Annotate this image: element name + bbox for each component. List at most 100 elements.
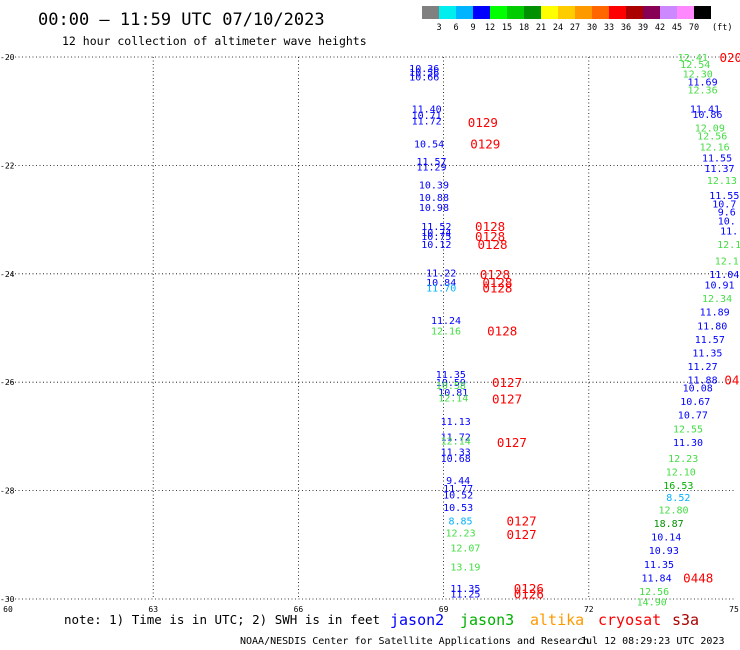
wave-height-label: 11.04: [709, 270, 739, 281]
cycle-label: 0128: [487, 324, 517, 339]
wave-height-label: 10.74: [421, 228, 451, 239]
wave-height-label: 10.81: [438, 388, 468, 399]
wave-height-label: 12.80: [658, 506, 688, 517]
color-scale-label: 3: [436, 23, 441, 33]
color-scale-swatch: [490, 6, 507, 19]
color-scale-label: 18: [519, 23, 529, 33]
color-scale-swatch: [660, 6, 677, 19]
color-scale-swatch: [439, 6, 456, 19]
wave-height-label: 10.52: [443, 490, 473, 501]
color-scale-swatch: [524, 6, 541, 19]
cycle-label: 0129: [468, 115, 498, 130]
color-scale-swatch: [592, 6, 609, 19]
wave-height-label: 10.36: [409, 64, 439, 75]
wave-height-label: 16.53: [663, 481, 693, 492]
cycle-label: 0127: [507, 513, 537, 528]
wave-height-label: 11.40: [412, 104, 442, 115]
wave-height-label: 10.91: [704, 281, 734, 292]
wave-height-label: 10.93: [649, 546, 679, 557]
wave-height-label: 10.88: [419, 193, 449, 204]
wave-height-label: 8.85: [448, 516, 472, 527]
y-tick-label: -20: [0, 53, 15, 62]
cycle-label: 0127: [492, 391, 522, 406]
wave-height-label: 11.35: [436, 370, 466, 381]
color-scale-label: 12: [485, 23, 495, 33]
y-tick-label: -28: [0, 487, 15, 496]
color-scale-label: 30: [587, 23, 597, 33]
color-scale-label: 45: [672, 23, 682, 33]
color-scale-swatch: [507, 6, 524, 19]
wave-height-label: 11.57: [416, 157, 446, 168]
color-scale-label: 24: [553, 23, 563, 33]
wave-height-label: 11.69: [687, 77, 717, 88]
color-scale-swatch: [609, 6, 626, 19]
color-scale-swatch: [575, 6, 592, 19]
wave-height-label: 10.75: [421, 232, 451, 243]
wave-height-label: 12.36: [687, 86, 717, 97]
y-tick-label: -26: [0, 378, 15, 387]
color-scale-label: 21: [536, 23, 546, 33]
wave-height-label: 11.24: [431, 316, 461, 327]
cycle-label: 0126: [514, 587, 544, 602]
color-scale-swatch: [626, 6, 643, 19]
wave-height-label: 10.54: [414, 140, 444, 151]
wave-height-label: 10.58: [436, 381, 466, 392]
wave-height-label: 10.71: [412, 111, 442, 122]
wave-height-label: 11.13: [441, 417, 471, 428]
plot-frame: [8, 57, 734, 599]
wave-height-label: 12.41: [678, 53, 708, 64]
wave-height-label: 11.41: [690, 104, 720, 115]
wave-height-label: 11.35: [692, 348, 722, 359]
x-tick-label: 60: [3, 605, 13, 614]
cycle-label: 0208: [719, 50, 740, 65]
wave-height-label: 10.98: [419, 203, 449, 214]
wave-height-label: 11.77: [443, 484, 473, 495]
wave-height-label: 11.35: [450, 584, 480, 595]
footer-credit: NOAA/NESDIS Center for Satellite Applica…: [240, 636, 589, 647]
wave-height-label: 11.22: [426, 269, 456, 280]
cycle-label: 0128: [475, 229, 505, 244]
wave-height-label: 12.30: [683, 69, 713, 80]
cycle-label: 0128: [482, 275, 512, 290]
wave-height-label: 10.53: [443, 503, 473, 514]
wave-height-label: 11.52: [421, 222, 451, 233]
wave-height-label: 12.14: [441, 437, 471, 448]
color-scale-swatch: [558, 6, 575, 19]
wave-height-label: 10.39: [419, 180, 449, 191]
satellite-altika-label: altika: [530, 611, 584, 629]
wave-height-label: 12.34: [702, 294, 732, 305]
color-scale-swatch: [643, 6, 660, 19]
wave-height-label: 12.23: [668, 454, 698, 465]
wave-height-label: 10.59: [436, 378, 466, 389]
color-scale-swatch: [456, 6, 473, 19]
wave-height-label: 10.77: [678, 411, 708, 422]
footer-timestamp: Jul 12 08:29:23 UTC 2023: [580, 636, 725, 647]
wave-height-label: 12.16: [700, 142, 730, 153]
y-tick-label: -24: [0, 270, 15, 279]
wave-height-label: 12.1: [715, 256, 739, 267]
wave-height-label: 11.88: [687, 375, 717, 386]
x-tick-label: 75: [729, 605, 739, 614]
cycle-label: 0128: [482, 280, 512, 295]
wave-height-label: 11.55: [709, 191, 739, 202]
wave-height-label: 9.6: [718, 207, 736, 218]
color-scale-label: 15: [502, 23, 512, 33]
satellite-jason3-label: jason3: [460, 611, 514, 629]
color-scale-swatch: [473, 6, 490, 19]
wave-height-label: 11.37: [704, 164, 734, 175]
wave-height-label: 11.72: [441, 432, 471, 443]
wave-height-label: 11.72: [412, 116, 442, 127]
color-scale-label: 42: [655, 23, 665, 33]
y-tick-label: -30: [0, 595, 15, 604]
wave-height-label: 11.55: [702, 153, 732, 164]
satellite-jason2-label: jason2: [390, 611, 444, 629]
grid-lines: [8, 56, 734, 600]
wave-height-label: 9.44: [446, 476, 470, 487]
footer-note: note: 1) Time is in UTC; 2) SWH is in fe…: [64, 612, 380, 627]
wave-height-label: 12.1: [717, 240, 740, 251]
wave-height-label: 11.29: [416, 162, 446, 173]
satellite-legend: jason2 jason3 altika cryosat s3a: [390, 611, 699, 629]
chart-subtitle: 12 hour collection of altimeter wave hei…: [62, 34, 367, 48]
